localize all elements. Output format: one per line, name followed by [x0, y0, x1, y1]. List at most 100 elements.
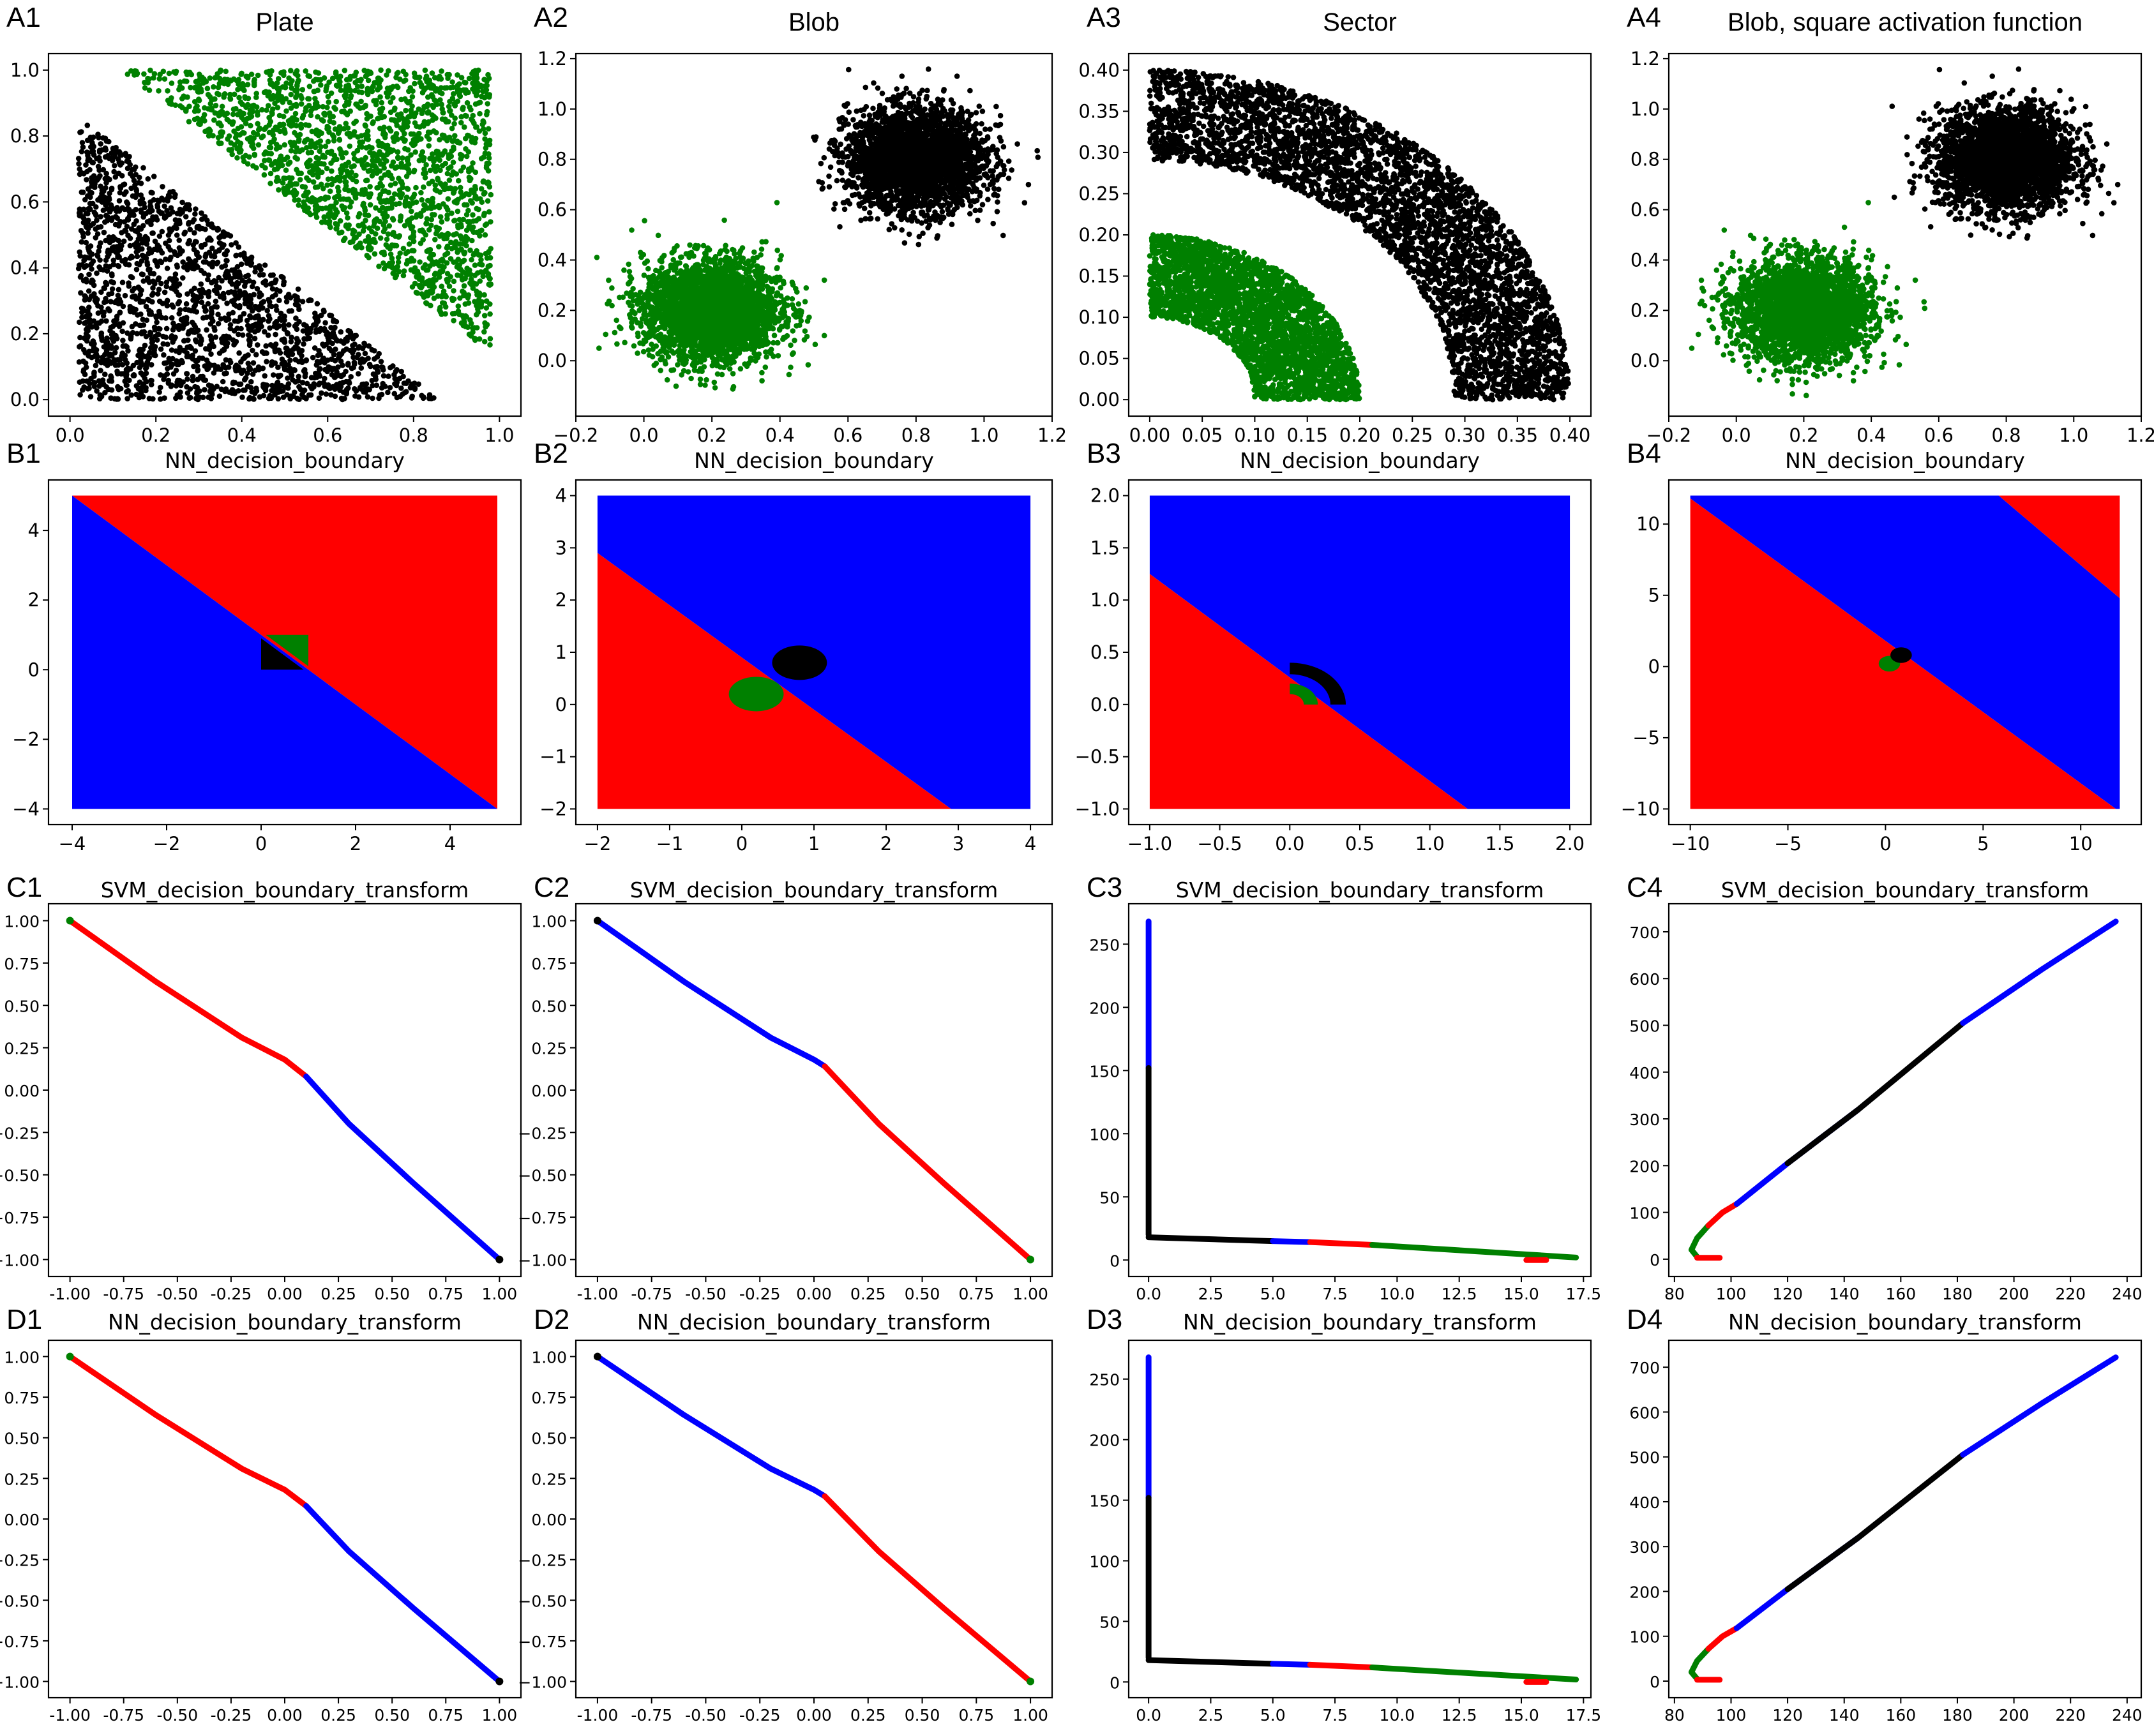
scatter-point	[290, 377, 296, 383]
scatter-point	[77, 130, 83, 135]
scatter-point	[409, 248, 415, 254]
scatter-point	[431, 128, 437, 134]
scatter-point	[378, 359, 384, 364]
scatter-point	[139, 240, 146, 246]
scatter-point	[459, 194, 465, 200]
scatter-point	[359, 345, 366, 352]
scatter-point	[307, 198, 313, 204]
scatter-point	[475, 270, 481, 276]
scatter-point	[253, 313, 259, 320]
scatter-point	[464, 202, 470, 208]
scatter-point	[260, 317, 266, 323]
scatter-point	[202, 253, 209, 260]
scatter-point	[435, 76, 442, 82]
scatter-point	[380, 380, 386, 387]
scatter-point	[481, 178, 486, 184]
scatter-point	[266, 103, 271, 108]
scatter-point	[140, 278, 147, 284]
scatter-point	[485, 126, 492, 132]
scatter-point	[863, 103, 870, 110]
scatter-point	[302, 367, 308, 373]
scatter-point	[406, 200, 412, 207]
scatter-point	[194, 384, 200, 391]
scatter-point	[208, 351, 214, 357]
scatter-point	[289, 372, 295, 378]
x-tick-label: 0.4	[227, 424, 257, 446]
scatter-point	[96, 149, 103, 155]
scatter-point	[451, 288, 456, 294]
scatter-point	[485, 101, 490, 107]
scatter-point	[111, 168, 117, 175]
scatter-point	[356, 352, 361, 357]
scatter-point	[91, 173, 97, 179]
scatter-point	[382, 226, 388, 232]
scatter-point	[466, 223, 472, 229]
scatter-point	[339, 229, 345, 236]
scatter-point	[193, 258, 199, 264]
scatter-point	[444, 135, 451, 141]
scatter-point	[115, 254, 121, 260]
scatter-point	[459, 153, 465, 159]
scatter-point	[102, 371, 108, 377]
scatter-point	[126, 283, 132, 289]
scatter-point	[205, 301, 211, 307]
scatter-point	[214, 290, 220, 297]
scatter-point	[82, 257, 87, 262]
scatter-point	[477, 228, 483, 234]
scatter-point	[296, 197, 301, 203]
scatter-point	[123, 228, 129, 234]
scatter-point	[195, 327, 201, 333]
scatter-point	[238, 261, 245, 267]
scatter-point	[465, 149, 472, 155]
scatter-point	[368, 363, 373, 370]
scatter-point	[327, 312, 333, 318]
scatter-point	[312, 345, 318, 351]
scatter-point	[276, 374, 282, 380]
scatter-point	[418, 84, 425, 89]
scatter-point	[437, 309, 444, 315]
scatter-point	[377, 235, 384, 241]
scatter-point	[236, 269, 242, 275]
scatter-point	[90, 160, 96, 166]
scatter-point	[357, 144, 363, 149]
scatter-point	[899, 73, 905, 79]
scatter-point	[102, 285, 108, 292]
scatter-point	[425, 247, 432, 253]
scatter-point	[190, 219, 196, 225]
scatter-point	[266, 122, 273, 128]
scatter-point	[264, 359, 269, 364]
scatter-point	[94, 217, 100, 223]
scatter-point	[377, 110, 383, 116]
scatter-point	[414, 123, 419, 129]
scatter-point	[373, 158, 380, 164]
scatter-point	[453, 239, 459, 245]
scatter-point	[243, 153, 249, 159]
scatter-point	[846, 66, 852, 73]
scatter-point	[278, 96, 284, 101]
scatter-point	[185, 390, 191, 396]
scatter-point	[362, 350, 368, 357]
scatter-point	[212, 110, 218, 116]
scatter-point	[80, 220, 87, 226]
scatter-point	[266, 157, 272, 163]
scatter-point	[206, 288, 212, 295]
scatter-point	[372, 373, 379, 380]
scatter-point	[393, 273, 400, 279]
scatter-point	[106, 138, 112, 145]
scatter-point	[85, 308, 91, 314]
scatter-point	[406, 241, 412, 247]
scatter-point	[434, 163, 441, 170]
scatter-point	[442, 304, 449, 310]
scatter-point	[177, 251, 183, 257]
scatter-point	[357, 139, 363, 145]
scatter-point	[422, 202, 428, 208]
scatter-point	[417, 259, 423, 265]
scatter-point	[156, 287, 162, 292]
scatter-point	[423, 221, 429, 227]
scatter-point	[394, 379, 400, 385]
scatter-point	[126, 159, 132, 165]
scatter-point	[410, 234, 417, 240]
scatter-point	[343, 210, 350, 216]
scatter-point	[75, 266, 82, 272]
scatter-point	[406, 218, 412, 223]
